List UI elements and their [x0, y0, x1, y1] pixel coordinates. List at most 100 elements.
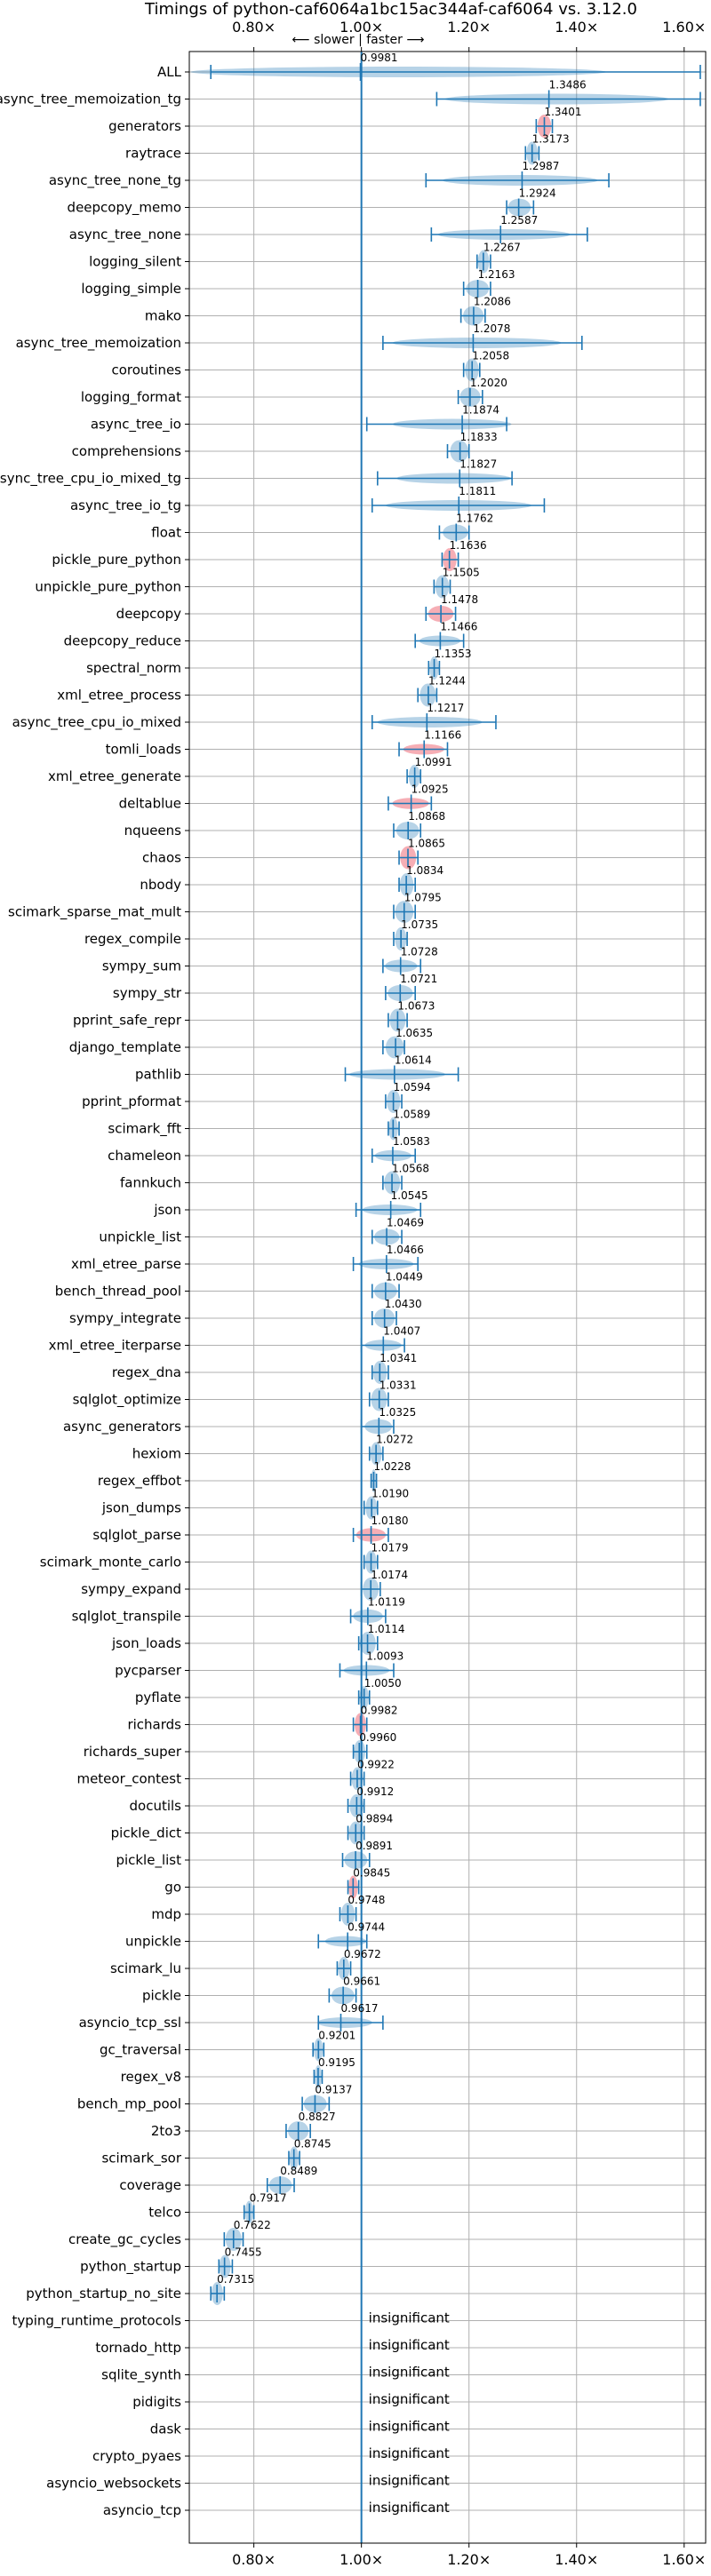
value-label: 0.9982	[361, 1705, 398, 1717]
benchmark-label: xml_etree_iterparse	[49, 1338, 181, 1355]
value-label: 1.0635	[395, 1027, 433, 1039]
benchmark-label: pickle_dict	[111, 1825, 181, 1842]
benchmark-label: regex_dna	[112, 1364, 181, 1381]
benchmark-label: deepcopy_memo	[68, 200, 181, 217]
insignificant-label: insignificant	[369, 2310, 450, 2326]
x-tick-label-top: 1.40×	[555, 19, 598, 36]
value-label: 1.0865	[408, 838, 445, 850]
benchmark-label: sympy_str	[113, 985, 182, 1002]
benchmark-label: tomli_loads	[106, 742, 182, 759]
benchmark-label: richards_super	[84, 1744, 182, 1761]
benchmark-label: docutils	[130, 1798, 182, 1814]
benchmark-label: float	[151, 525, 181, 541]
value-label: 1.0594	[394, 1081, 431, 1093]
benchmark-label: create_gc_cycles	[68, 2231, 181, 2248]
benchmark-label: richards	[127, 1717, 181, 1733]
value-label: 0.9744	[348, 1921, 385, 1934]
value-label: 0.9617	[340, 2002, 378, 2015]
benchmark-label: deltablue	[119, 796, 181, 812]
value-label: 1.2086	[474, 296, 511, 308]
value-label: 1.0119	[368, 1596, 405, 1609]
benchmark-label: sqlglot_transpile	[72, 1609, 181, 1626]
value-label: 1.1827	[459, 458, 497, 471]
value-label: 1.1244	[428, 675, 466, 688]
value-label: 1.0925	[411, 783, 449, 796]
x-tick-label-bottom: 1.60×	[662, 2551, 706, 2568]
benchmark-label: pickle	[142, 1988, 181, 2004]
value-label: 0.9981	[361, 52, 398, 64]
value-label: 1.0430	[385, 1298, 422, 1310]
benchmark-label: regex_v8	[121, 2069, 181, 2086]
value-label: 1.1811	[459, 485, 496, 497]
value-label: 0.9894	[356, 1813, 393, 1825]
x-tick-label-bottom: 1.20×	[447, 2551, 491, 2568]
value-label: 1.1874	[462, 404, 499, 417]
value-label: 1.0228	[373, 1460, 411, 1473]
benchmark-label: logging_silent	[89, 254, 181, 271]
value-label: 0.9960	[359, 1731, 396, 1744]
benchmark-label: scimark_fft	[108, 1121, 181, 1138]
benchmark-label: comprehensions	[72, 443, 182, 459]
benchmark-label: sympy_integrate	[69, 1310, 181, 1327]
value-label: 0.7622	[234, 2219, 271, 2231]
value-label: 1.2924	[519, 187, 556, 200]
benchmark-label: mako	[145, 308, 181, 324]
benchmark-label: scimark_monte_carlo	[40, 1554, 181, 1571]
benchmark-label: tornado_http	[95, 2340, 181, 2357]
value-label: 1.0174	[371, 1569, 408, 1581]
value-label: 0.9845	[353, 1867, 390, 1880]
x-tick-label-bottom: 1.40×	[555, 2551, 598, 2568]
value-label: 1.0331	[379, 1379, 417, 1392]
benchmark-label: logging_format	[81, 389, 181, 406]
value-label: 1.0568	[392, 1163, 429, 1175]
benchmark-label: dask	[150, 2421, 182, 2437]
benchmark-label: telco	[148, 2205, 181, 2221]
benchmark-label: xml_etree_generate	[48, 768, 181, 785]
benchmark-label: regex_effbot	[98, 1473, 181, 1490]
benchmark-label: logging_simple	[81, 281, 181, 298]
benchmark-labels: ALL 0.9981 async_tree_memoization_tg 1.3486…	[0, 52, 587, 2519]
benchmark-label: asyncio_tcp	[103, 2502, 181, 2519]
benchmark-label: chaos	[142, 850, 181, 866]
benchmark-label: scimark_sparse_mat_mult	[8, 904, 181, 921]
value-label: 1.1217	[427, 702, 464, 714]
benchmark-label: pprint_pformat	[82, 1093, 181, 1110]
benchmark-label: scimark_lu	[110, 1960, 181, 1977]
value-label: 1.0325	[379, 1406, 416, 1419]
benchmark-label: coroutines	[111, 362, 181, 378]
benchmark-label: ALL	[157, 64, 182, 80]
benchmark-label: sqlite_synth	[101, 2367, 181, 2384]
benchmark-label: pyflate	[135, 1690, 181, 1705]
value-label: 1.3173	[532, 133, 570, 146]
direction-label: ⟵ slower | faster ⟶	[292, 33, 425, 47]
benchmark-label: gc_traversal	[100, 2042, 181, 2059]
value-label: 1.3486	[549, 79, 587, 91]
value-label: 1.0050	[364, 1677, 402, 1690]
value-label: 0.7315	[217, 2273, 254, 2286]
chart-title: Timings of python-caf6064a1bc15ac344af-c…	[144, 0, 637, 19]
value-label: 0.9922	[357, 1759, 395, 1771]
value-label: 1.1466	[440, 621, 477, 633]
benchmark-label: spectral_norm	[86, 660, 181, 677]
benchmark-label: pickle_pure_python	[52, 552, 181, 568]
value-label: 0.9201	[318, 2030, 356, 2042]
benchmark-label: python_startup	[80, 2259, 181, 2276]
benchmark-label: hexiom	[132, 1446, 181, 1462]
benchmark-label: unpickle	[125, 1934, 181, 1950]
value-label: 1.0190	[371, 1488, 409, 1500]
benchmark-label: pidigits	[132, 2394, 181, 2410]
x-tick-label-top: 1.00×	[340, 19, 383, 36]
benchmark-label: async_tree_none	[69, 227, 181, 243]
value-label: 1.0673	[397, 1000, 435, 1013]
value-label: 1.0407	[383, 1325, 420, 1338]
x-tick-label-top: 1.60×	[662, 19, 706, 36]
value-label: 1.2078	[473, 322, 510, 335]
value-label: 0.9137	[315, 2084, 352, 2096]
benchmark-label: async_generators	[63, 1419, 181, 1435]
insignificant-label: insignificant	[369, 2391, 450, 2407]
value-label: 1.0545	[391, 1189, 428, 1202]
x-tick-label-top: 1.20×	[447, 19, 491, 36]
value-label: 0.7917	[250, 2192, 287, 2205]
value-label: 1.1505	[443, 567, 480, 579]
benchmark-label: xml_etree_process	[57, 688, 181, 704]
